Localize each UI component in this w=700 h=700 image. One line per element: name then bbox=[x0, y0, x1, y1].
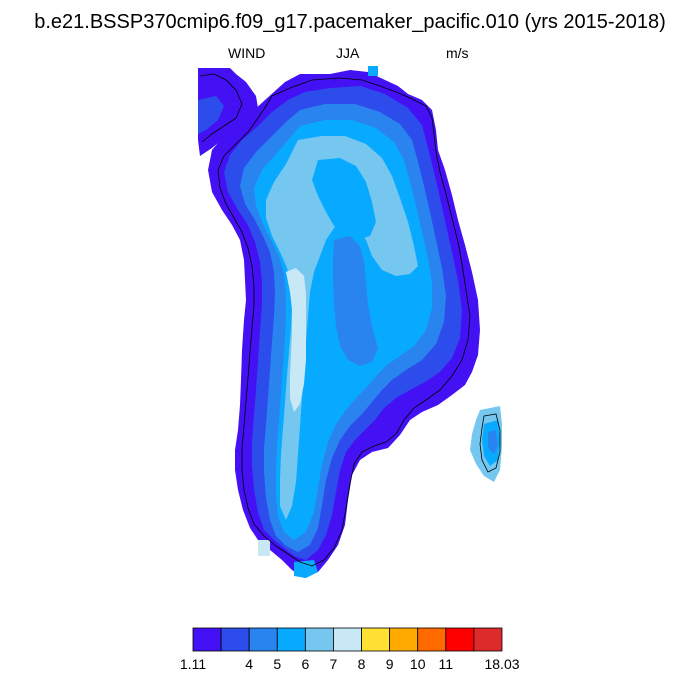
band-level-5 bbox=[266, 136, 418, 520]
colorbar-tick-label: 6 bbox=[301, 656, 310, 672]
band-level-6 bbox=[286, 268, 306, 412]
northwest-fragment-edge bbox=[198, 96, 224, 134]
colorbar-swatch bbox=[276, 627, 306, 652]
greenland-coastline bbox=[217, 77, 471, 567]
colorbar-swatch bbox=[389, 627, 419, 652]
season-label: JJA bbox=[336, 45, 360, 61]
colorbar-swatch bbox=[361, 627, 391, 652]
colorbar-tick-label: 18.03 bbox=[484, 656, 520, 672]
northwest-coastline bbox=[199, 73, 243, 143]
colorbar-tick-label: 4 bbox=[245, 656, 254, 672]
colorbar-tick-label: 8 bbox=[357, 656, 366, 672]
band-level-3-inner bbox=[333, 236, 378, 366]
colorbar-swatch bbox=[192, 627, 222, 652]
colorbar-tick-label: 7 bbox=[329, 656, 338, 672]
colorbar-tick-label: 10 bbox=[409, 656, 426, 672]
colorbar-tick-label: 9 bbox=[385, 656, 394, 672]
south-fragment-a bbox=[258, 540, 270, 556]
south-fragment-b bbox=[294, 560, 318, 578]
colorbar-tick-label: 1.11 bbox=[179, 656, 207, 672]
variable-label: WIND bbox=[228, 45, 266, 61]
colorbar-tick-label: 5 bbox=[273, 656, 282, 672]
north-fragment bbox=[368, 66, 378, 76]
colorbar-swatch bbox=[417, 627, 447, 652]
east-island-coastline bbox=[479, 413, 501, 473]
coastline-outline bbox=[199, 73, 501, 567]
colorbar-tick-label: 11 bbox=[438, 656, 454, 672]
colorbar-swatch bbox=[445, 627, 475, 652]
colorbar-swatch bbox=[304, 627, 334, 652]
band-level-4-inner bbox=[312, 158, 376, 240]
colorbar-swatch bbox=[248, 627, 278, 652]
northwest-fragment bbox=[198, 68, 258, 156]
greenland-wind-field bbox=[198, 66, 502, 578]
colorbar-swatch bbox=[220, 627, 250, 652]
colorbar bbox=[192, 627, 503, 652]
colorbar-swatch bbox=[473, 627, 503, 652]
units-label: m/s bbox=[446, 45, 469, 61]
plot-title: b.e21.BSSP370cmip6.f09_g17.pacemaker_pac… bbox=[34, 11, 666, 33]
east-island-fragment-core bbox=[488, 430, 498, 454]
colorbar-swatch bbox=[333, 627, 362, 652]
